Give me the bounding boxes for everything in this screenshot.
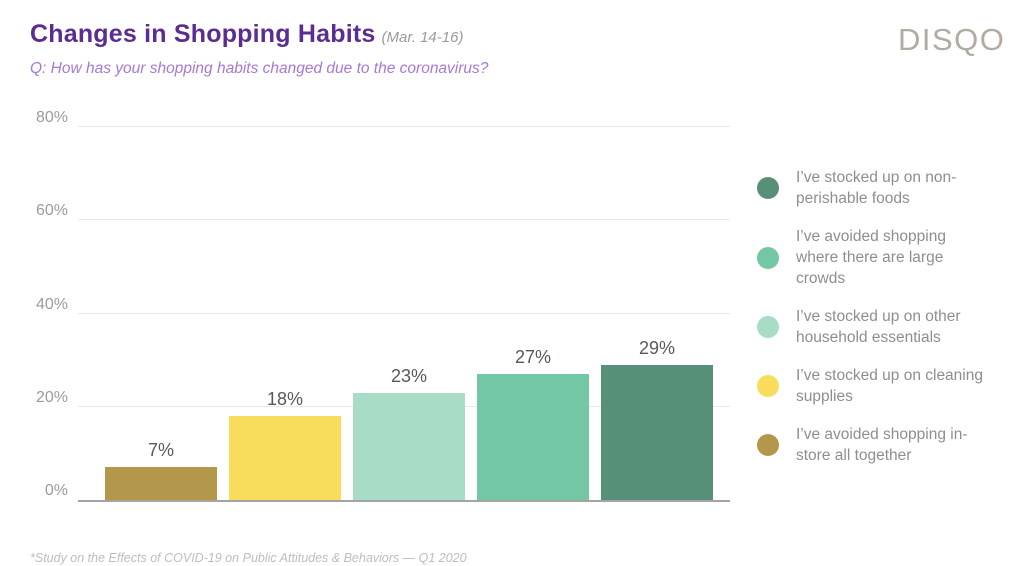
legend-item: I’ve avoided shopping where there are la… (757, 226, 989, 289)
page-title: Changes in Shopping Habits (Mar. 14-16) (30, 20, 463, 49)
bar-value-label: 18% (266, 389, 304, 410)
legend-swatch-icon (757, 434, 779, 456)
bar (353, 392, 465, 500)
legend-item: I’ve stocked up on non-perishable foods (757, 167, 989, 209)
legend-swatch-icon (757, 375, 779, 397)
disqo-logo: DISQO (898, 22, 1006, 57)
y-axis-tick-label: 40% (35, 295, 68, 313)
bar (477, 374, 589, 500)
survey-question: Q: How has your shopping habits changed … (30, 60, 489, 77)
gridline (78, 219, 730, 221)
bar (105, 467, 217, 500)
footnote: *Study on the Effects of COVID-19 on Pub… (30, 551, 467, 565)
bar-value-label: 27% (514, 347, 552, 368)
bar (229, 416, 341, 500)
legend-swatch-icon (757, 177, 779, 199)
bar (601, 364, 713, 500)
chart-date-note: (Mar. 14-16) (381, 29, 464, 46)
legend-label: I’ve stocked up on other household essen… (796, 308, 961, 346)
gridline (78, 312, 730, 314)
y-axis-tick-label: 20% (35, 388, 68, 406)
legend-swatch-icon (757, 246, 779, 269)
bar-value-label: 29% (638, 337, 676, 358)
legend-item: I’ve stocked up on cleaning supplies (757, 365, 989, 407)
legend-label: I’ve avoided shopping where there are la… (796, 228, 946, 287)
y-axis-tick-label: 80% (35, 109, 68, 126)
chart-legend: I’ve stocked up on non-perishable foods I… (757, 167, 989, 483)
bar-chart-plot-area: 0% 20% 40% 60% 80% 7% 18% 23% 27% 29% (36, 109, 730, 502)
gridline (78, 126, 730, 127)
legend-swatch-icon (757, 316, 779, 338)
legend-label: I’ve stocked up on cleaning supplies (796, 367, 983, 405)
y-axis-tick-label: 60% (35, 202, 68, 220)
bar-value-label: 7% (147, 440, 174, 461)
y-axis-tick-label: 0% (44, 482, 68, 499)
legend-item: I’ve avoided shopping in-store all toget… (757, 424, 989, 466)
legend-item: I’ve stocked up on other household essen… (757, 306, 989, 348)
legend-label: I’ve stocked up on non-perishable foods (796, 169, 957, 207)
chart-title: Changes in Shopping Habits (30, 20, 376, 48)
bar-value-label: 23% (390, 365, 428, 386)
legend-label: I’ve avoided shopping in-store all toget… (796, 426, 968, 464)
